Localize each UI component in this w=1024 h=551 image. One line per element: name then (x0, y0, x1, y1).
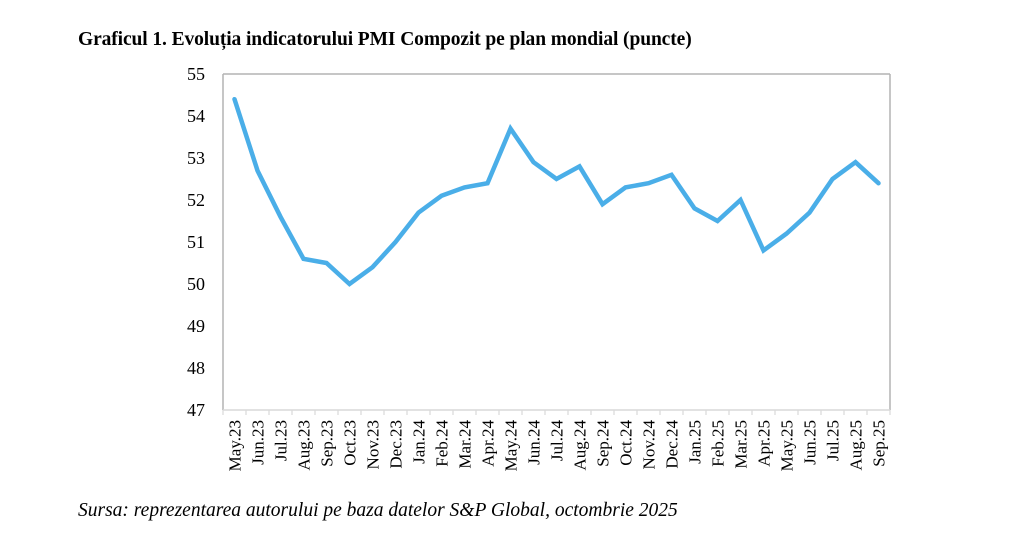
x-tick-label: Aug.25 (847, 420, 866, 471)
y-tick-label: 54 (187, 106, 205, 126)
x-tick-label: Sep.23 (318, 420, 337, 467)
x-tick-label: Nov.24 (640, 420, 659, 470)
x-tick-label: Jul.24 (548, 420, 567, 462)
x-tick-label: Apr.24 (479, 420, 498, 467)
x-tick-label: Sep.25 (870, 420, 889, 467)
y-tick-label: 50 (187, 274, 205, 294)
chart-title: Graficul 1. Evoluția indicatorului PMI C… (78, 29, 692, 50)
x-tick-label: Apr.25 (755, 420, 774, 467)
x-tick-label: Jun.25 (801, 420, 820, 465)
x-tick-label: Sep.24 (594, 420, 613, 467)
y-tick-label: 47 (187, 400, 205, 420)
x-tick-label: Jul.25 (824, 420, 843, 461)
x-tick-label: Oct.24 (617, 420, 636, 466)
y-tick-label: 52 (187, 190, 205, 210)
x-tick-label: Oct.23 (341, 420, 360, 466)
x-tick-label: Jan.24 (410, 420, 429, 464)
x-tick-label: May.23 (226, 420, 245, 471)
x-tick-label: May.24 (502, 420, 521, 472)
x-tick-label: Nov.23 (364, 420, 383, 469)
x-tick-label: Mar.25 (732, 420, 751, 469)
x-axis: May.23 Jun.23 Jul.23 Aug.23 Sep.23 Oct.23 Nov.… (222, 409, 891, 472)
y-tick-label: 55 (187, 64, 205, 84)
x-tick-label: Feb.24 (433, 420, 452, 467)
y-axis: 47 48 49 50 51 52 53 54 55 (187, 64, 224, 420)
y-tick-label: 48 (187, 358, 205, 378)
x-tick-label: Jun.24 (525, 420, 544, 465)
x-tick-label: Mar.24 (456, 420, 475, 469)
x-tick-label: May.25 (778, 420, 797, 471)
plot-frame (223, 73, 891, 410)
x-tick-label: Aug.23 (295, 420, 314, 471)
y-tick-label: 53 (187, 148, 205, 168)
source-note: Sursa: reprezentarea autorului pe baza d… (78, 500, 678, 521)
x-tick-label: Jun.23 (249, 420, 268, 465)
x-tick-label: Jul.23 (272, 420, 291, 461)
x-tick-label: Aug.24 (571, 420, 590, 471)
series-line (232, 96, 881, 287)
x-tick-label: Dec.24 (663, 420, 682, 469)
series (232, 96, 881, 287)
x-tick-label: Jan.25 (686, 420, 705, 464)
y-tick-label: 49 (187, 316, 205, 336)
x-tick-label: Feb.25 (709, 420, 728, 467)
y-tick-label: 51 (187, 232, 205, 252)
x-tick-label: Dec.23 (387, 420, 406, 469)
